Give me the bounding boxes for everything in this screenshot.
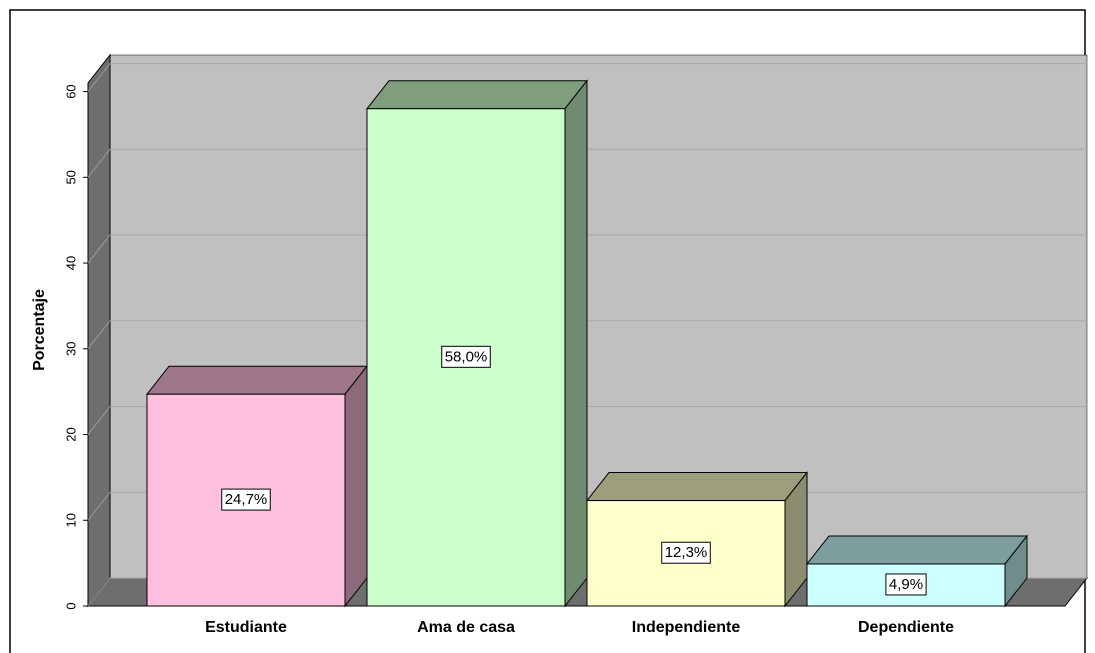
grid-line-side (87, 577, 111, 607)
bar-top (585, 472, 809, 502)
y-tick-label: 40 (63, 256, 78, 270)
y-axis-label: Porcentaje (31, 289, 48, 371)
bar (586, 500, 786, 607)
side-wall (87, 53, 111, 608)
y-tick-label: 30 (63, 342, 78, 356)
value-label: 24,7% (225, 491, 268, 508)
x-tick-label: Ama de casa (417, 619, 515, 636)
value-label: 58,0% (445, 348, 488, 365)
value-label: 12,3% (665, 544, 708, 561)
y-tick-label: 10 (63, 513, 78, 527)
grid-line-side (87, 234, 111, 264)
value-label-box (661, 541, 711, 564)
bar-side (564, 79, 588, 608)
bar-top (145, 365, 369, 395)
x-tick-label: Estudiante (205, 619, 287, 636)
grid-line-side (87, 320, 111, 350)
bar-top (365, 80, 589, 110)
value-label: 4,9% (889, 576, 923, 593)
value-label-box (441, 345, 491, 368)
y-tick-label: 60 (63, 84, 78, 98)
y-tick-label: 0 (63, 602, 78, 609)
grid-line-side (87, 406, 111, 435)
x-tick-label: Dependiente (858, 619, 954, 636)
value-label-box (885, 573, 927, 596)
grid-line-side (87, 491, 111, 521)
value-label-box (221, 488, 271, 511)
grid-line-side (87, 149, 111, 178)
bar-top (805, 535, 1029, 565)
grid-line-side (87, 63, 111, 92)
bar-side (344, 364, 368, 608)
y-tick-label: 20 (63, 427, 78, 441)
x-tick-label: Independiente (632, 619, 741, 636)
y-tick-label: 50 (63, 170, 78, 184)
